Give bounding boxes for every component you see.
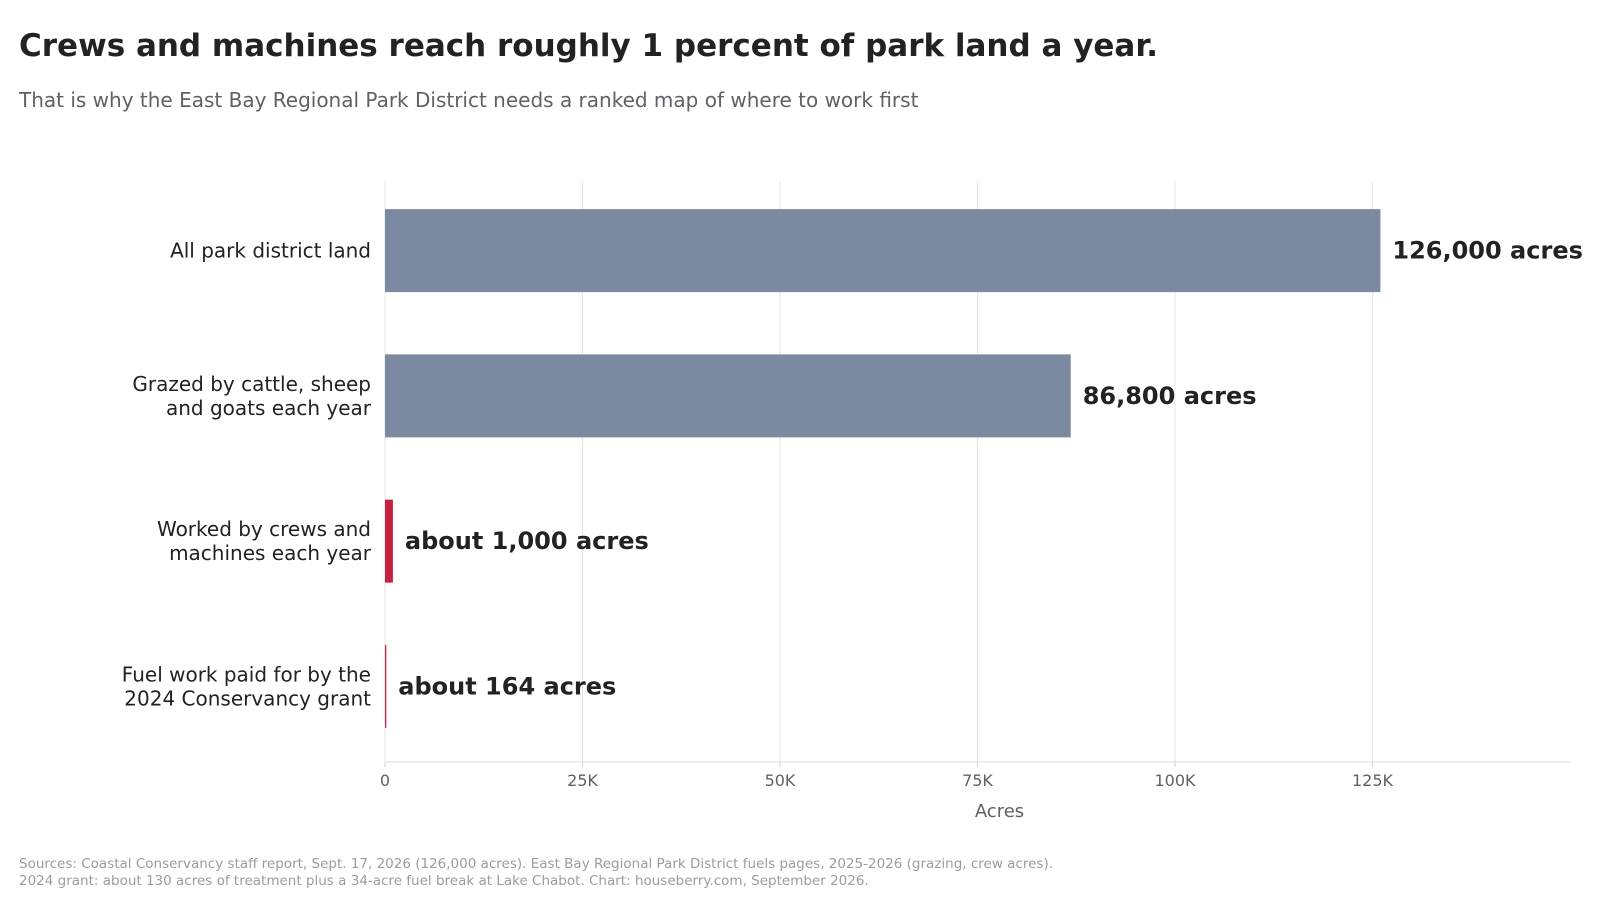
category-labels: All park district land Grazed by cattle, … <box>122 239 372 711</box>
x-tick-label: 25K <box>567 771 598 790</box>
data-label: 86,800 acres <box>1083 382 1257 410</box>
category-label: Fuel work paid for by the 2024 Conservanc… <box>122 662 371 710</box>
data-labels: 126,000 acres 86,800 acres about 1,000 acr… <box>398 237 1583 701</box>
category-label: All park district land <box>170 239 371 263</box>
category-label-line: Grazed by cattle, sheep <box>132 372 371 396</box>
x-tick-label: 0 <box>380 771 390 790</box>
bar <box>385 499 393 583</box>
x-tick-label: 100K <box>1154 771 1196 790</box>
category-label: Grazed by cattle, sheep and goats each ye… <box>132 372 371 420</box>
bar <box>385 209 1381 293</box>
chart-title: Crews and machines reach roughly 1 perce… <box>19 28 1158 64</box>
category-label-line: All park district land <box>170 239 371 263</box>
source-line-1: Sources: Coastal Conservancy staff repor… <box>19 856 1054 872</box>
category-label: Worked by crews and machines each year <box>157 517 372 565</box>
x-tick-label: 50K <box>765 771 796 790</box>
category-label-line: 2024 Conservancy grant <box>124 686 371 710</box>
category-label-line: and goats each year <box>166 396 372 420</box>
bar <box>385 644 387 728</box>
bars <box>385 209 1381 728</box>
bar <box>385 354 1071 438</box>
x-axis: 0 25K 50K 75K 100K 125K Acres <box>380 761 1570 822</box>
category-label-line: Worked by crews and <box>157 517 371 541</box>
category-label-line: machines each year <box>169 541 372 565</box>
x-tick-label: 125K <box>1352 771 1394 790</box>
data-label: about 164 acres <box>398 672 616 700</box>
data-label: about 1,000 acres <box>405 527 649 555</box>
source-line-2: 2024 grant: about 130 acres of treatment… <box>19 873 869 889</box>
chart-subtitle: That is why the East Bay Regional Park D… <box>19 88 919 112</box>
x-tick-label: 75K <box>962 771 993 790</box>
source-note: Sources: Coastal Conservancy staff repor… <box>19 856 1053 890</box>
x-axis-label: Acres <box>975 801 1024 822</box>
category-label-line: Fuel work paid for by the <box>122 662 371 686</box>
data-label: 126,000 acres <box>1392 237 1583 265</box>
